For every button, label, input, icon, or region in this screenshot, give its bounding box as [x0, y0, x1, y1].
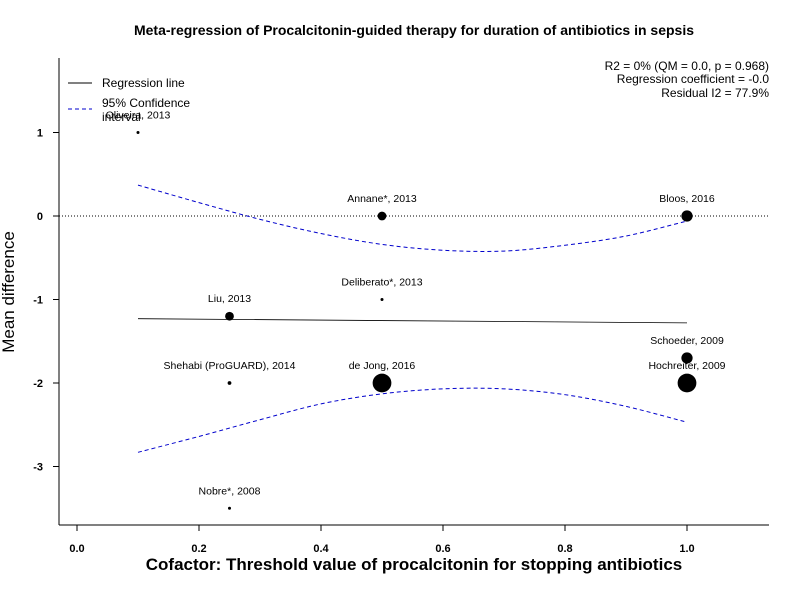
confidence-interval-curves	[137, 184, 688, 453]
legend-ci-label-line1: 95% Confidence	[102, 96, 190, 110]
ci-lower-curve	[137, 387, 688, 453]
legend-ci-label-line2: interval	[102, 110, 141, 124]
study-point	[227, 381, 232, 385]
study-point-label: Bloos, 2016	[659, 193, 715, 205]
chart-title: Meta-regression of Procalcitonin-guided …	[134, 22, 694, 38]
stats-residual-i2: Residual I2 = 77.9%	[661, 86, 769, 100]
study-points: Oliveira, 2013 Annane*, 2013 Bloos, 2016 Li…	[106, 110, 726, 510]
study-point	[372, 373, 392, 393]
study-point	[380, 298, 384, 301]
x-tick-label: 0.6	[435, 543, 450, 555]
study-point	[225, 311, 234, 321]
study-point	[681, 210, 693, 222]
stats-coefficient: Regression coefficient = -0.0	[617, 72, 770, 86]
x-tick-label: 1.0	[679, 543, 694, 555]
legend-ci-label: 95% Confidence interval	[102, 96, 193, 124]
y-tick-label: 0	[37, 211, 43, 223]
y-tick-label: 1	[37, 128, 43, 140]
study-point-label: Hochreiter, 2009	[648, 360, 725, 372]
legend-regression-label: Regression line	[102, 76, 185, 90]
x-tick-label: 0.0	[69, 543, 84, 555]
study-point	[136, 131, 140, 134]
study-point	[228, 506, 231, 510]
study-point-label: Annane*, 2013	[347, 193, 417, 205]
study-point	[677, 373, 697, 393]
study-point-label: Nobre*, 2008	[199, 485, 261, 497]
study-point	[681, 352, 693, 364]
axes: 0.0 0.2 0.4 0.6 0.8 1.0 1 0 -1 -2 -3	[33, 58, 769, 555]
x-axis-label: Cofactor: Threshold value of procalciton…	[146, 555, 682, 574]
regression-line-segment	[137, 318, 688, 324]
ci-upper-curve	[137, 184, 688, 252]
x-tick-label: 0.4	[313, 543, 329, 555]
study-point-label: Shehabi (ProGUARD), 2014	[164, 360, 296, 372]
study-point-label: Deliberato*, 2013	[341, 277, 422, 289]
regression-line	[137, 318, 688, 324]
x-tick-label: 0.2	[191, 543, 206, 555]
y-tick-label: -3	[33, 462, 43, 474]
study-point-label: de Jong, 2016	[349, 360, 416, 372]
y-tick-label: -1	[33, 295, 43, 307]
y-tick-label: -2	[33, 378, 43, 390]
study-point-label: Schoeder, 2009	[650, 335, 724, 347]
study-point-label: Liu, 2013	[208, 293, 251, 305]
legend: Regression line 95% Confidence interval	[68, 76, 193, 124]
study-point	[377, 211, 387, 221]
x-tick-label: 0.8	[557, 543, 572, 555]
regression-stats: R2 = 0% (QM = 0.0, p = 0.968) Regression…	[605, 59, 770, 100]
stats-r2: R2 = 0% (QM = 0.0, p = 0.968)	[605, 59, 769, 73]
study-point-label: Oliveira, 2013	[106, 110, 171, 122]
y-axis-label: Mean difference	[0, 231, 18, 353]
